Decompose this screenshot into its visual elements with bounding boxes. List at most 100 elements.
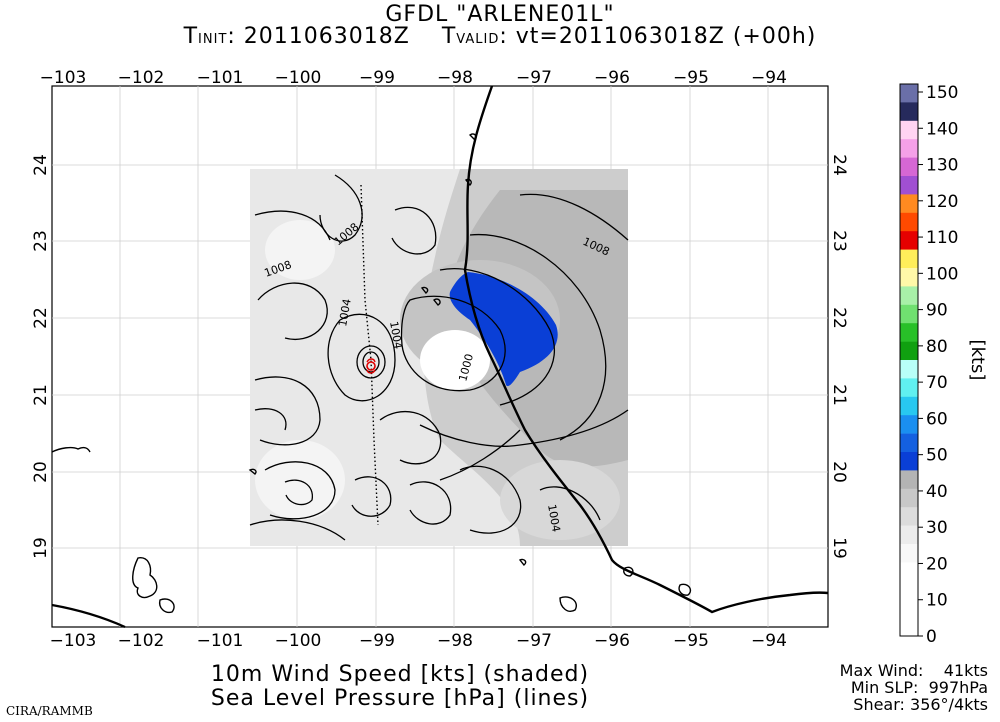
lon-tick: −94: [751, 68, 787, 88]
lat-tick: 19: [31, 537, 51, 559]
map-subtitle: TINIT: 2011063018Z TVALID: vt=2011063018…: [0, 24, 1000, 49]
lat-tick: 22: [829, 307, 849, 329]
lat-tick: 20: [829, 461, 849, 483]
lon-tick: −94: [751, 631, 787, 651]
max-wind-label: Max Wind:: [839, 661, 924, 680]
footer-line-1: 10m Wind Speed [kts] (shaded): [210, 662, 590, 687]
contour-label: 1004: [545, 503, 563, 533]
colorbar-cell: [900, 157, 918, 177]
colorbar-cell: [900, 231, 918, 250]
lon-tick: −97: [516, 631, 552, 651]
lat-tick: 22: [31, 307, 51, 329]
lon-tick: −98: [437, 68, 473, 88]
min-slp-value: 997hPa: [928, 678, 988, 697]
max-wind-row: Max Wind: 41kts: [840, 662, 988, 679]
valid-sub: VALID: [456, 32, 500, 47]
lat-tick: 20: [31, 461, 51, 483]
colorbar-cell: [900, 323, 918, 342]
colorbar-cell: [900, 341, 918, 361]
footer-line-2: Sea Level Pressure [hPa] (lines): [210, 686, 590, 711]
lon-tick: −102: [118, 631, 165, 651]
valid-label: T: [441, 24, 457, 49]
colorbar-cell: [900, 617, 918, 637]
colorbar-cell: [900, 249, 918, 269]
colorbar-cell: [900, 286, 918, 306]
colorbar-cell: [900, 525, 918, 545]
colorbar-level-label: 30: [926, 518, 948, 538]
min-slp-label: Min SLP:: [850, 678, 919, 697]
land-islands: [51, 133, 692, 614]
colorbar-level-label: 130: [926, 156, 958, 176]
lon-tick: −103: [40, 68, 87, 88]
colorbar-level-label: 110: [926, 228, 958, 248]
colorbar-unit: [kts]: [967, 340, 988, 381]
lat-tick: 19: [829, 537, 849, 559]
colorbar-cell: [900, 452, 918, 471]
colorbar-cell: [900, 415, 918, 434]
lon-tick: −101: [197, 68, 244, 88]
lat-tick: 24: [829, 154, 849, 176]
storm-track: [360, 184, 379, 526]
colorbar-cell: [900, 176, 918, 195]
colorbar-level-label: 150: [926, 83, 958, 103]
colorbar-cell: [900, 396, 918, 416]
colorbar-cell: [900, 580, 918, 600]
lon-tick: −100: [275, 631, 322, 651]
wind-shading: [250, 169, 628, 546]
colorbar-level-label: 90: [926, 301, 948, 321]
colorbar-level-label: 140: [926, 119, 958, 139]
lat-tick: 21: [829, 384, 849, 406]
valid-value: : vt=2011063018Z (+00h): [499, 24, 817, 49]
colorbar-level-label: 60: [926, 409, 948, 429]
colorbar-cell: [900, 360, 918, 379]
lon-axis-top: −103 −102 −101 −100 −99 −98 −97 −96 −95 …: [40, 68, 787, 88]
storm-stats: Max Wind: 41kts Min SLP: 997hPa Shear: 3…: [840, 662, 988, 713]
colorbar-level-label: 120: [926, 192, 958, 212]
colorbar-level-label: 50: [926, 446, 948, 466]
max-wind-value: 41kts: [943, 661, 988, 680]
lon-tick: −101: [197, 631, 244, 651]
lat-axis-right: 19 20 21 22 23 24: [829, 154, 849, 559]
lon-tick: −95: [673, 631, 709, 651]
min-slp-row: Min SLP: 997hPa: [840, 679, 988, 696]
lon-tick: −102: [118, 68, 165, 88]
contour-label: 1004: [387, 320, 405, 350]
lon-tick: −96: [594, 68, 630, 88]
map-title: GFDL "ARLENE01L": [385, 2, 615, 27]
lat-axis-left: 19 20 21 22 23 24: [31, 154, 51, 559]
colorbar-cell: [900, 507, 918, 526]
lon-tick: −99: [359, 68, 395, 88]
lon-tick: −103: [50, 631, 97, 651]
colorbar-level-label: 100: [926, 264, 958, 284]
colorbar-cell: [900, 304, 918, 324]
colorbar-cell: [900, 488, 918, 508]
colorbar-cell: [900, 599, 918, 618]
colorbar-cell: [900, 120, 918, 140]
lon-axis-bottom: −103 −102 −101 −100 −99 −98 −97 −96 −95 …: [50, 631, 787, 651]
coastline-pacific: [51, 603, 126, 629]
colorbar-level-label: 0: [926, 627, 937, 647]
lat-tick: 24: [31, 154, 51, 176]
shear-label: Shear:: [853, 695, 905, 714]
init-label: T: [183, 24, 199, 49]
colorbar-level-label: 10: [926, 591, 948, 611]
lon-tick: −99: [359, 631, 395, 651]
credit-label: CIRA/RAMMB: [6, 704, 93, 718]
colorbar-cell: [900, 212, 918, 232]
colorbar-cell: [900, 194, 918, 214]
colorbar-cell: [900, 378, 918, 398]
colorbar-cell: [900, 268, 918, 287]
colorbar: [900, 84, 918, 637]
colorbar-cell: [900, 544, 918, 563]
lat-tick: 23: [829, 230, 849, 252]
init-value: : 2011063018Z: [227, 24, 410, 49]
colorbar-cell: [900, 470, 918, 490]
colorbar-cell: [900, 84, 918, 103]
lon-tick: −96: [594, 631, 630, 651]
colorbar-frame: [899, 83, 919, 637]
pressure-contours: [249, 174, 629, 541]
colorbar-cell: [900, 562, 918, 582]
colorbar-level-label: 40: [926, 482, 948, 502]
